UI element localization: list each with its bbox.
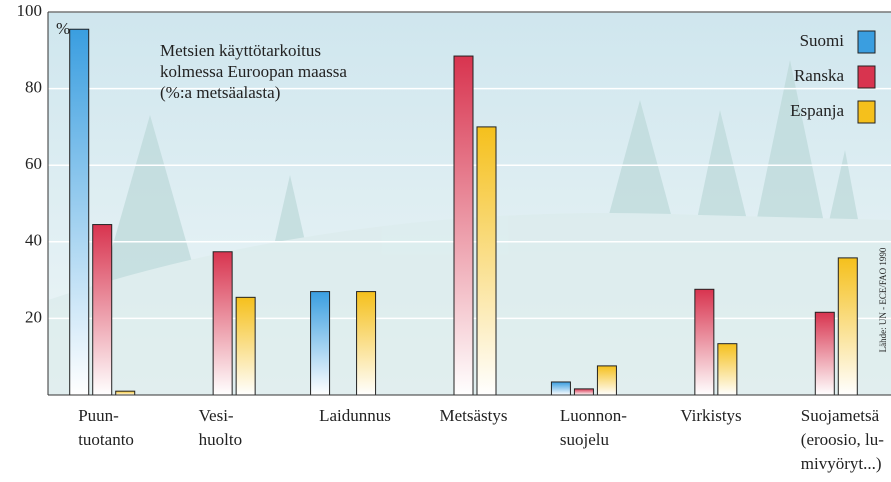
- y-tick-label: 20: [25, 307, 42, 326]
- chart-title: Metsien käyttötarkoitus kolmessa Euroopa…: [160, 41, 347, 102]
- bar: [550, 381, 571, 396]
- legend-swatch: [857, 30, 876, 54]
- legend-swatch: [857, 100, 876, 124]
- y-tick-label: 60: [25, 154, 42, 173]
- x-tick-label: Luonnon- suojelu: [559, 406, 627, 449]
- bar: [573, 388, 594, 396]
- bar: [235, 296, 256, 396]
- legend-label: Espanja: [790, 101, 844, 120]
- bar: [717, 343, 738, 396]
- bar: [115, 390, 136, 396]
- source-note: Lähde: UN - ECE/FAO 1990: [878, 247, 888, 352]
- bar: [837, 257, 858, 396]
- legend-label: Ranska: [794, 66, 845, 85]
- bar: [212, 251, 233, 396]
- bar: [92, 224, 113, 396]
- bar: [69, 28, 90, 396]
- bar: [476, 126, 497, 396]
- bar: [814, 311, 835, 396]
- legend-swatch: [857, 65, 876, 89]
- x-tick-label: Virkistys: [680, 406, 742, 425]
- y-tick-label: 100: [17, 1, 43, 20]
- y-tick-label: 40: [25, 231, 42, 250]
- bar: [694, 288, 715, 396]
- x-tick-label: Vesi- huolto: [198, 406, 243, 449]
- legend-label: Suomi: [800, 31, 845, 50]
- bar: [310, 291, 331, 396]
- x-tick-label: Laidunnus: [319, 406, 391, 425]
- x-tick-label: Puun- tuotanto: [78, 406, 134, 449]
- bar: [356, 291, 377, 396]
- y-unit: %: [56, 19, 70, 38]
- x-tick-label: Metsästys: [439, 406, 508, 425]
- bar: [596, 365, 617, 396]
- x-tick-label: Suojametsä (eroosio, lu- mivyöryt...): [800, 406, 884, 473]
- bar: [453, 55, 474, 396]
- y-tick-label: 80: [25, 78, 42, 97]
